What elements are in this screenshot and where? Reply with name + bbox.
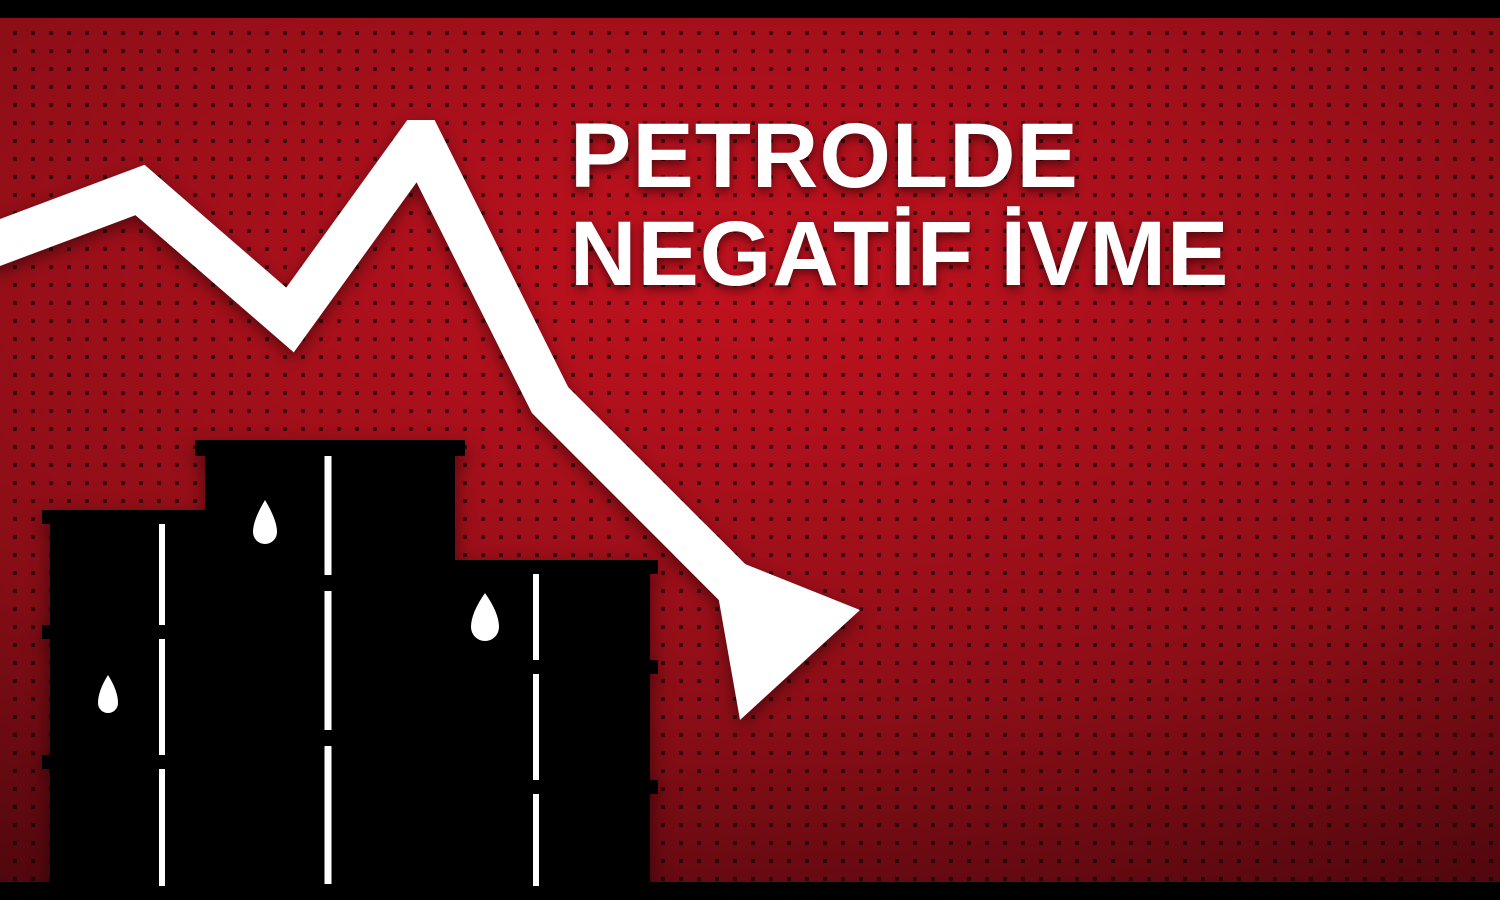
infographic-canvas: PETROLDE NEGATİF İVME [0, 0, 1500, 900]
headline: PETROLDE NEGATİF İVME [570, 110, 1460, 302]
oil-barrels [30, 400, 670, 900]
headline-line-1: PETROLDE [570, 110, 1460, 204]
headline-line-2: NEGATİF İVME [570, 208, 1460, 302]
barrel-center [195, 440, 465, 900]
letterbox-top [0, 0, 1500, 18]
